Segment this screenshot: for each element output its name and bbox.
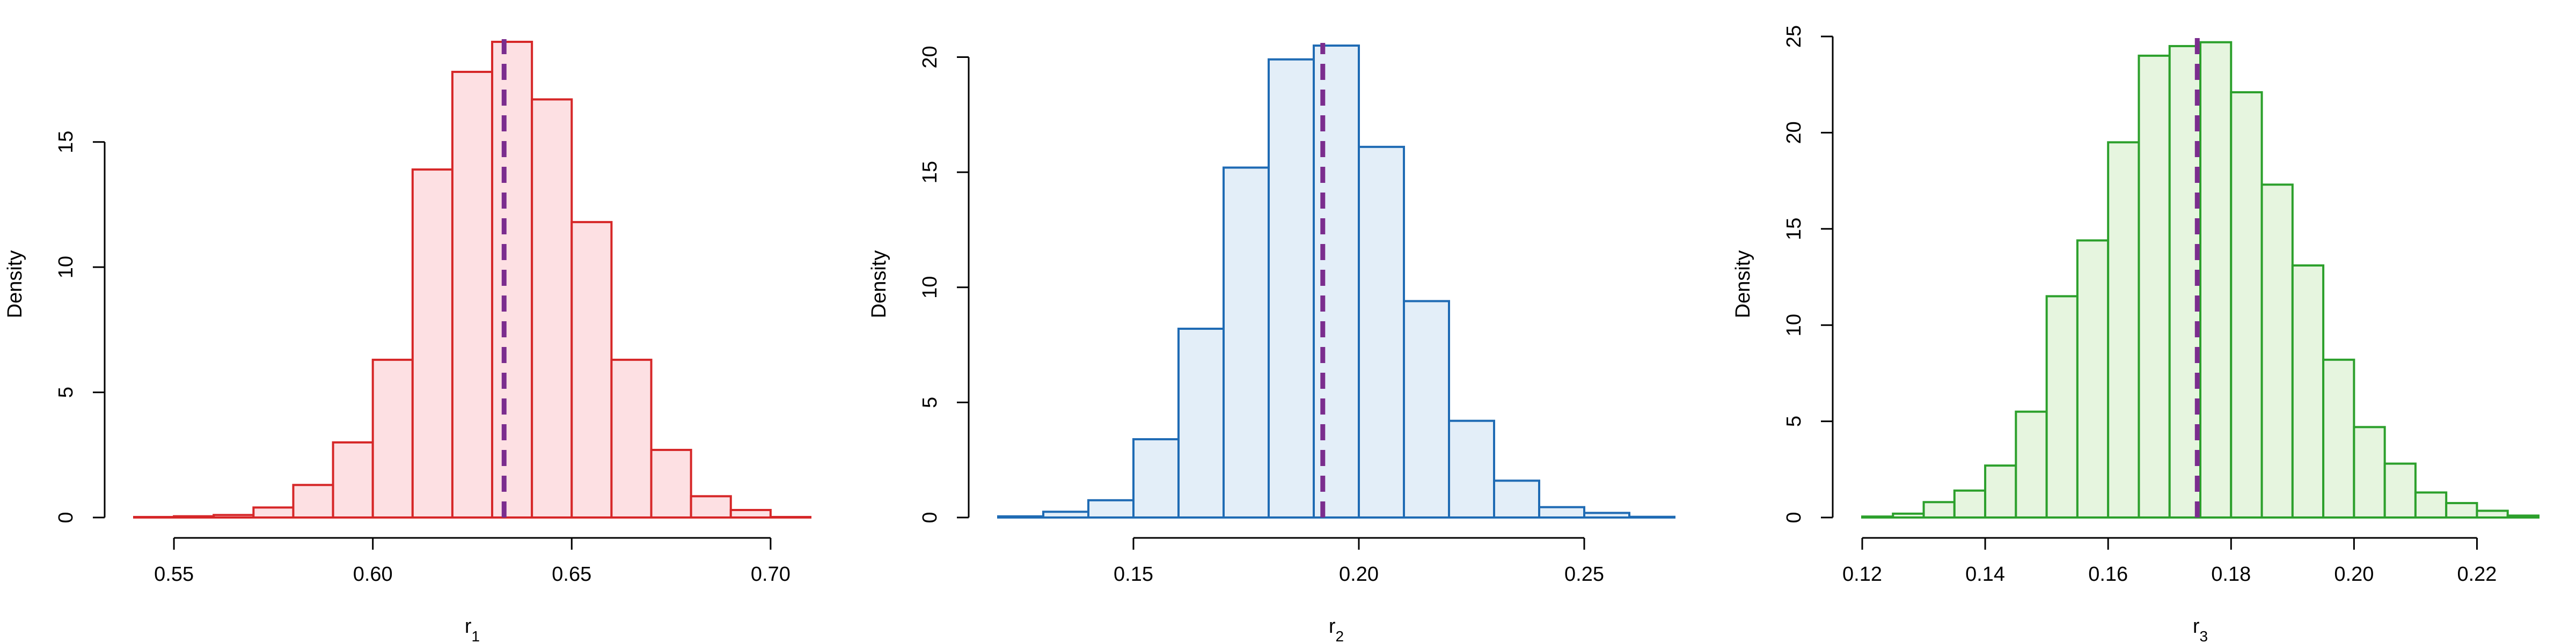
histogram-bar — [2107, 141, 2140, 519]
y-tick-label: 0 — [55, 512, 77, 523]
histogram-bar — [570, 221, 613, 519]
histogram-bar — [2322, 358, 2355, 519]
x-axis-label-main: r — [1329, 615, 1336, 638]
y-tick-label: 0 — [919, 512, 941, 523]
histogram-bar — [1984, 464, 2017, 519]
x-axis-label-main: r — [2193, 615, 2200, 638]
histogram-bar — [2383, 462, 2417, 519]
y-axis-label: Density — [1732, 250, 1754, 319]
histogram-bar — [1538, 506, 1585, 519]
y-tick-label: 0 — [1783, 512, 1805, 523]
x-tick-label: 0.12 — [1842, 563, 1882, 586]
histogram-bar — [2015, 410, 2048, 519]
histogram-bar — [1087, 499, 1135, 519]
x-tick-label: 0.20 — [2334, 563, 2374, 586]
histogram-bar — [451, 71, 494, 519]
y-tick-label: 15 — [55, 131, 77, 153]
histogram-bar — [332, 441, 374, 519]
histogram-bar — [252, 506, 295, 519]
histogram-bar — [1953, 489, 1987, 519]
histogram-bar — [2291, 264, 2325, 519]
x-axis-label-main: r — [465, 615, 472, 638]
histogram-bar — [1132, 438, 1180, 519]
histogram-bar — [1223, 166, 1270, 519]
histogram-bar — [2138, 54, 2171, 519]
x-tick-label: 0.55 — [154, 563, 194, 586]
histogram-bar — [2045, 295, 2079, 519]
histogram-bar — [411, 168, 453, 519]
x-tick-label: 0.16 — [2088, 563, 2128, 586]
y-tick-label: 5 — [1783, 416, 1805, 427]
x-tick-label: 0.25 — [1564, 563, 1604, 586]
x-axis-label: r3 — [2193, 615, 2208, 643]
histogram-bar — [2260, 183, 2294, 519]
histogram-bar — [292, 484, 334, 519]
histogram-bar — [690, 495, 732, 519]
x-tick-label: 0.60 — [353, 563, 393, 586]
x-axis-label-subscript: 3 — [2200, 628, 2208, 643]
y-axis-label: Density — [868, 250, 890, 319]
y-tick-label: 10 — [55, 256, 77, 278]
y-tick-label: 10 — [1783, 314, 1805, 336]
histogram-panel-3: 0.12 0.14 0.16 0.18 0.20 0.22 r3 0 5 10 15 20 25 Dens… — [1732, 25, 2540, 643]
y-tick-label: 20 — [919, 46, 941, 68]
histogram-bar — [2076, 239, 2110, 519]
histogram-bar — [371, 358, 414, 519]
histogram-bar — [1403, 300, 1450, 519]
x-axis-label: r1 — [465, 615, 480, 643]
y-axis-label: Density — [4, 250, 26, 319]
histogram-bar — [2445, 502, 2478, 519]
y-tick-label: 5 — [55, 387, 77, 398]
histogram-bar — [1493, 479, 1540, 519]
histogram-bar — [1922, 501, 1956, 519]
y-tick-label: 25 — [1783, 25, 1805, 48]
x-tick-label: 0.20 — [1339, 563, 1379, 586]
histogram-bar — [2199, 41, 2233, 519]
x-tick-label: 0.18 — [2211, 563, 2251, 586]
histogram-bar — [610, 358, 653, 519]
histogram-bar — [1268, 58, 1315, 519]
x-tick-label: 0.70 — [751, 563, 791, 586]
y-tick-label: 20 — [1783, 121, 1805, 144]
histogram-bar — [531, 98, 573, 519]
histogram-bar — [2414, 491, 2448, 519]
x-axis-label: r2 — [1329, 615, 1344, 643]
x-tick-label: 0.15 — [1114, 563, 1153, 586]
y-tick-label: 5 — [919, 397, 941, 408]
y-tick-label: 15 — [919, 161, 941, 183]
histogram-bar — [2353, 426, 2386, 519]
histogram-bar — [650, 448, 692, 519]
x-tick-label: 0.22 — [2457, 563, 2497, 586]
x-axis-label-subscript: 1 — [472, 628, 480, 643]
histogram-bar — [2230, 91, 2263, 519]
y-tick-label: 10 — [919, 276, 941, 299]
histogram-bar — [491, 41, 533, 519]
histogram-bar — [729, 508, 772, 519]
histogram-bar — [1177, 328, 1225, 519]
histogram-bar — [1358, 145, 1405, 519]
x-tick-label: 0.65 — [552, 563, 591, 586]
x-tick-label: 0.14 — [1965, 563, 2005, 586]
y-tick-label: 15 — [1783, 218, 1805, 240]
histogram-bar — [1448, 419, 1495, 519]
x-axis-label-subscript: 2 — [1336, 628, 1344, 643]
